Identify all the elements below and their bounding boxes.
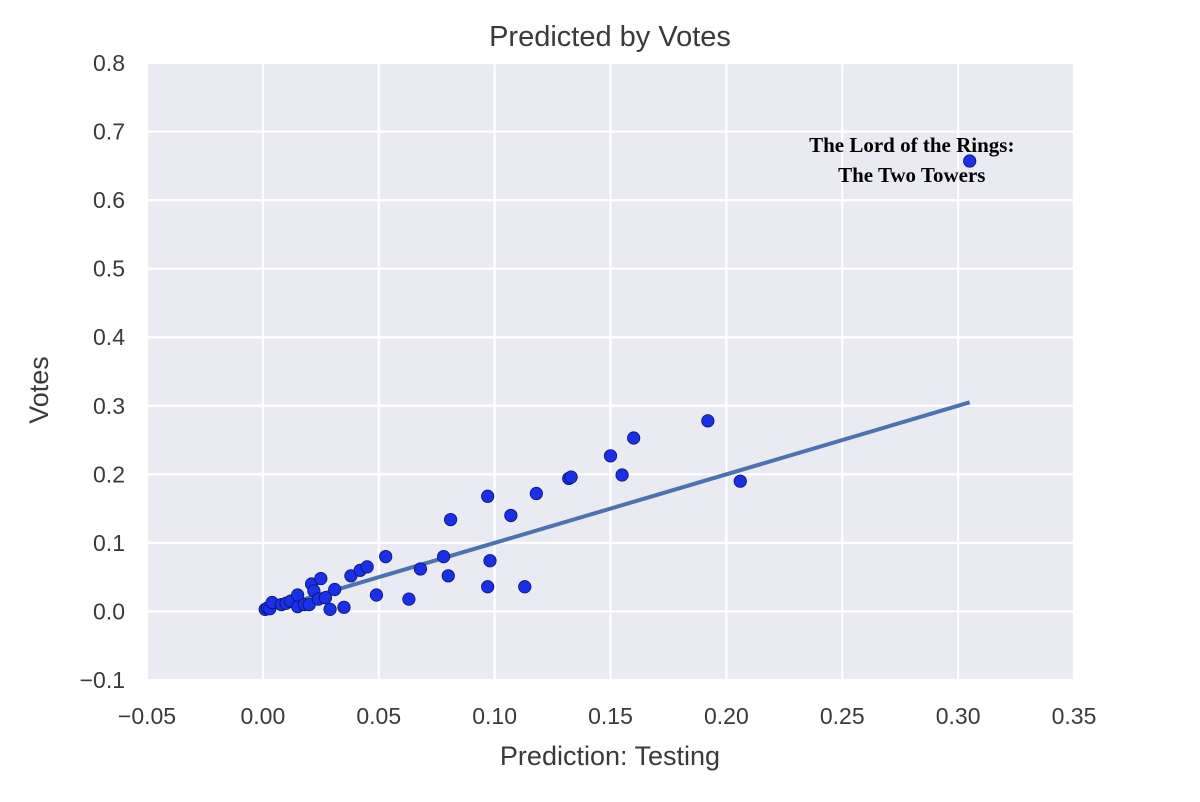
- scatter-point: [323, 602, 337, 616]
- scatter-point: [481, 489, 495, 503]
- y-axis-label: Votes: [24, 356, 54, 424]
- x-axis-label: Prediction: Testing: [500, 741, 720, 771]
- scatter-point: [701, 414, 715, 428]
- x-tick-label: −0.05: [118, 703, 176, 729]
- x-tick-label: 0.05: [356, 703, 401, 729]
- scatter-point: [733, 474, 747, 488]
- fit-line-layer: [262, 400, 971, 614]
- scatter-point: [314, 571, 328, 586]
- scatter-point: [441, 569, 455, 583]
- x-tick-label: 0.10: [472, 703, 517, 729]
- y-tick-labels: −0.1 0.0 0.1 0.2 0.3 0.4 0.5 0.6 0.7 0.8: [80, 50, 126, 693]
- y-tick-label: 0.2: [93, 461, 125, 487]
- fit-line: [262, 400, 971, 614]
- scatter-point: [318, 591, 333, 605]
- y-tick-label: 0.6: [93, 187, 125, 213]
- y-tick-label: −0.1: [80, 667, 125, 693]
- scatter-points: [258, 154, 977, 616]
- y-tick-label: 0.3: [93, 393, 125, 419]
- scatter-point: [483, 554, 497, 568]
- scatter-point: [627, 431, 641, 445]
- annotation-label: The Two Towers: [838, 163, 985, 187]
- y-tick-label: 0.7: [93, 119, 125, 145]
- scatter-point: [379, 549, 393, 564]
- scatter-point: [615, 468, 629, 482]
- x-tick-label: 0.25: [820, 703, 865, 729]
- scatter-point: [963, 154, 977, 168]
- scatter-point: [369, 588, 384, 602]
- x-tick-label: 0.00: [240, 703, 285, 729]
- x-tick-label: 0.20: [704, 703, 749, 729]
- scatter-point: [337, 600, 351, 614]
- scatter-point: [443, 512, 458, 527]
- scatter-point: [504, 508, 518, 523]
- x-tick-label: 0.35: [1052, 703, 1097, 729]
- scatter-point: [481, 580, 495, 594]
- scatter-point: [529, 486, 543, 501]
- scatter-point: [437, 549, 451, 564]
- x-tick-label: 0.15: [588, 703, 633, 729]
- y-tick-label: 0.4: [93, 324, 125, 350]
- scatter-point: [402, 592, 416, 606]
- grid-lines: [145, 61, 1076, 682]
- y-tick-label: 0.1: [93, 530, 125, 556]
- scatter-point: [328, 582, 342, 597]
- scatter-point: [360, 560, 374, 574]
- y-tick-label: 0.5: [93, 256, 125, 282]
- y-tick-label: 0.0: [93, 598, 125, 624]
- annotations: The Lord of the Rings: The Two Towers: [809, 133, 1014, 187]
- y-tick-label: 0.8: [93, 50, 125, 76]
- x-tick-label: 0.30: [936, 703, 981, 729]
- scatter-point: [603, 449, 618, 463]
- scatter-point: [564, 470, 578, 484]
- annotation-label: The Lord of the Rings:: [809, 133, 1014, 157]
- x-tick-labels: −0.05 0.00 0.05 0.10 0.15 0.20 0.25 0.30 0.35: [118, 703, 1096, 729]
- scatter-point: [518, 580, 532, 594]
- chart-title: Predicted by Votes: [489, 21, 731, 53]
- scatter-point: [291, 588, 305, 602]
- scatter-point: [413, 562, 428, 576]
